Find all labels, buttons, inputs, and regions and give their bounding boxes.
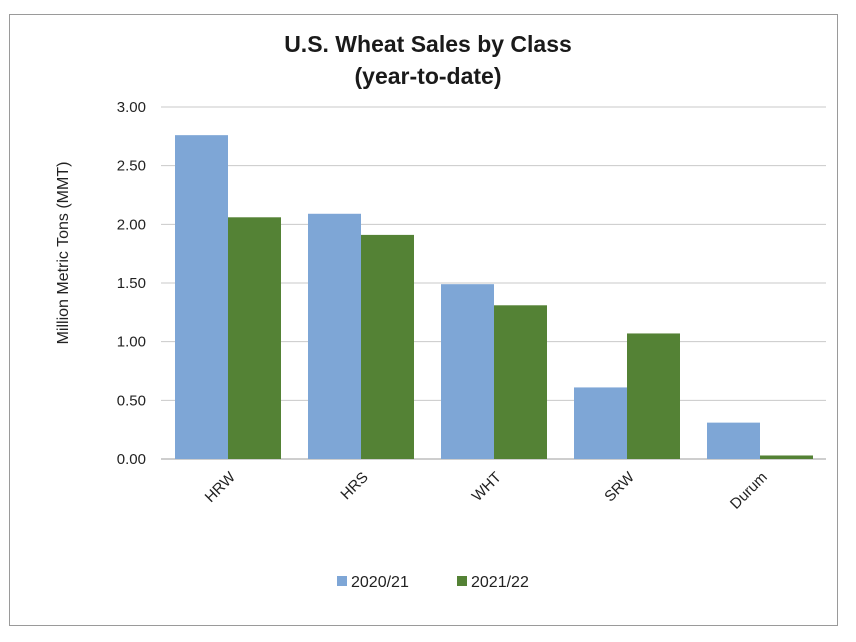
bar-wht-2020-21 [441,284,494,459]
bars [175,135,813,459]
x-tick-label: Durum [727,469,771,513]
bar-durum-2021-22 [760,455,813,459]
legend-swatch [457,576,467,586]
chart-frame [9,14,838,626]
legend-swatch [337,576,347,586]
y-tick-label: 0.50 [117,392,146,409]
y-axis-label: Million Metric Tons (MMT) [55,162,72,345]
bar-durum-2020-21 [707,422,760,459]
bar-hrs-2020-21 [308,213,361,459]
y-tick-label: 2.50 [117,158,146,175]
bar-hrw-2021-22 [228,217,281,459]
legend-label: 2020/21 [351,574,409,591]
bar-hrs-2021-22 [361,234,414,459]
x-tick-label: HRW [202,468,240,506]
chart-title-line-2: (year-to-date) [355,63,502,89]
y-tick-label: 1.00 [117,334,146,351]
bar-hrw-2020-21 [175,135,228,459]
y-tick-label: 3.00 [117,99,146,116]
bar-wht-2021-22 [494,305,547,459]
y-tick-label: 1.50 [117,275,146,292]
x-axis-ticks: HRW HRS WHT SRW Durum [202,468,771,512]
bar-srw-2020-21 [574,387,627,459]
legend: 2020/21 2021/22 [337,574,529,591]
legend-label: 2021/22 [471,574,529,591]
x-tick-label: WHT [469,469,505,505]
y-tick-label: 0.00 [117,451,146,468]
bar-srw-2021-22 [627,333,680,459]
y-axis-ticks: 0.00 0.50 1.00 1.50 2.00 2.50 3.00 [117,99,146,468]
x-tick-label: HRS [337,469,371,503]
chart-title-line-1: U.S. Wheat Sales by Class [284,31,572,57]
x-tick-label: SRW [601,468,638,505]
y-tick-label: 2.00 [117,216,146,233]
